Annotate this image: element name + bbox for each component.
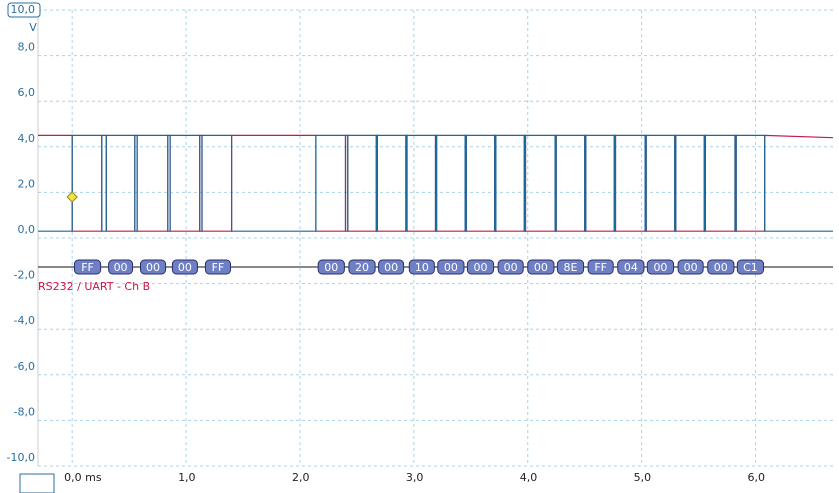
- decoded-byte: [646, 259, 675, 275]
- decoded-byte-label: FF: [594, 261, 607, 274]
- y-tick-label: 6,0: [18, 86, 36, 99]
- decoded-byte: [204, 259, 231, 275]
- y-tick-label: -8,0: [14, 405, 35, 418]
- trace: [38, 134, 833, 232]
- decoded-byte-label: 00: [444, 261, 458, 274]
- y-tick-label: -10,0: [7, 451, 35, 464]
- decoded-byte: [437, 259, 465, 275]
- decoded-byte-label: 8E: [563, 261, 577, 274]
- decoded-byte-label: 00: [146, 261, 160, 274]
- x-tick-label: 0,0 ms: [64, 471, 102, 484]
- x-tick-label: 2,0: [292, 471, 310, 484]
- y-tick-label: 0,0: [18, 223, 36, 236]
- y-tick-label: 2,0: [18, 177, 36, 190]
- decoded-byte-label: 00: [653, 261, 667, 274]
- zoom-box[interactable]: [19, 473, 55, 493]
- decoded-byte: [317, 259, 345, 275]
- y-tick-label: -6,0: [14, 360, 35, 373]
- decoded-byte-label: 10: [415, 261, 429, 274]
- decoded-byte-label: 00: [114, 261, 128, 274]
- trigger-marker: [66, 191, 78, 203]
- x-tick-label: 4,0: [520, 471, 538, 484]
- decoded-byte-label: 00: [324, 261, 338, 274]
- decoded-byte-label: 00: [714, 261, 728, 274]
- decoded-byte: [378, 259, 405, 275]
- x-tick-label: 3,0: [406, 471, 424, 484]
- y-tick-label: -2,0: [14, 269, 35, 282]
- decoded-byte: [527, 259, 555, 275]
- decoded-byte: [108, 259, 134, 275]
- decoded-byte-label: 00: [504, 261, 518, 274]
- decoded-byte-label: 00: [473, 261, 487, 274]
- decoded-byte-label: 20: [355, 261, 369, 274]
- x-tick-label: 6,0: [748, 471, 766, 484]
- y-tick-label: 4,0: [18, 132, 36, 145]
- decoded-byte-label: 00: [384, 261, 398, 274]
- x-tick-label: 1,0: [178, 471, 196, 484]
- decoded-byte: [587, 259, 614, 275]
- decoded-byte: [348, 259, 376, 275]
- decoded-byte-label: 00: [178, 261, 192, 274]
- decoder-label: RS232 / UART - Ch B: [38, 280, 150, 293]
- decoded-byte: [617, 259, 645, 275]
- decoded-byte: [736, 259, 765, 275]
- decoded-byte: [556, 259, 585, 275]
- decoded-byte: [677, 259, 704, 275]
- y-tick-label: 10,0: [11, 3, 36, 16]
- y-tick-label: -4,0: [14, 314, 35, 327]
- decoded-byte: [171, 259, 198, 275]
- decoded-byte: [497, 259, 524, 275]
- decoded-byte-label: FF: [81, 261, 94, 274]
- y-unit: V: [29, 21, 37, 34]
- decoded-byte-label: 00: [684, 261, 698, 274]
- decoded-byte: [408, 259, 435, 275]
- decoded-byte-label: C1: [743, 261, 758, 274]
- y-tick-label: 8,0: [18, 41, 36, 54]
- decoded-byte-label: FF: [212, 261, 225, 274]
- decoded-byte: [73, 259, 102, 275]
- x-tick-label: 5,0: [634, 471, 652, 484]
- decoded-byte-label: 04: [624, 261, 638, 274]
- tick-box: [7, 2, 41, 18]
- decoded-byte: [140, 259, 167, 275]
- decoded-byte: [466, 259, 495, 275]
- decoded-byte: [707, 259, 735, 275]
- decoded-byte-label: 00: [534, 261, 548, 274]
